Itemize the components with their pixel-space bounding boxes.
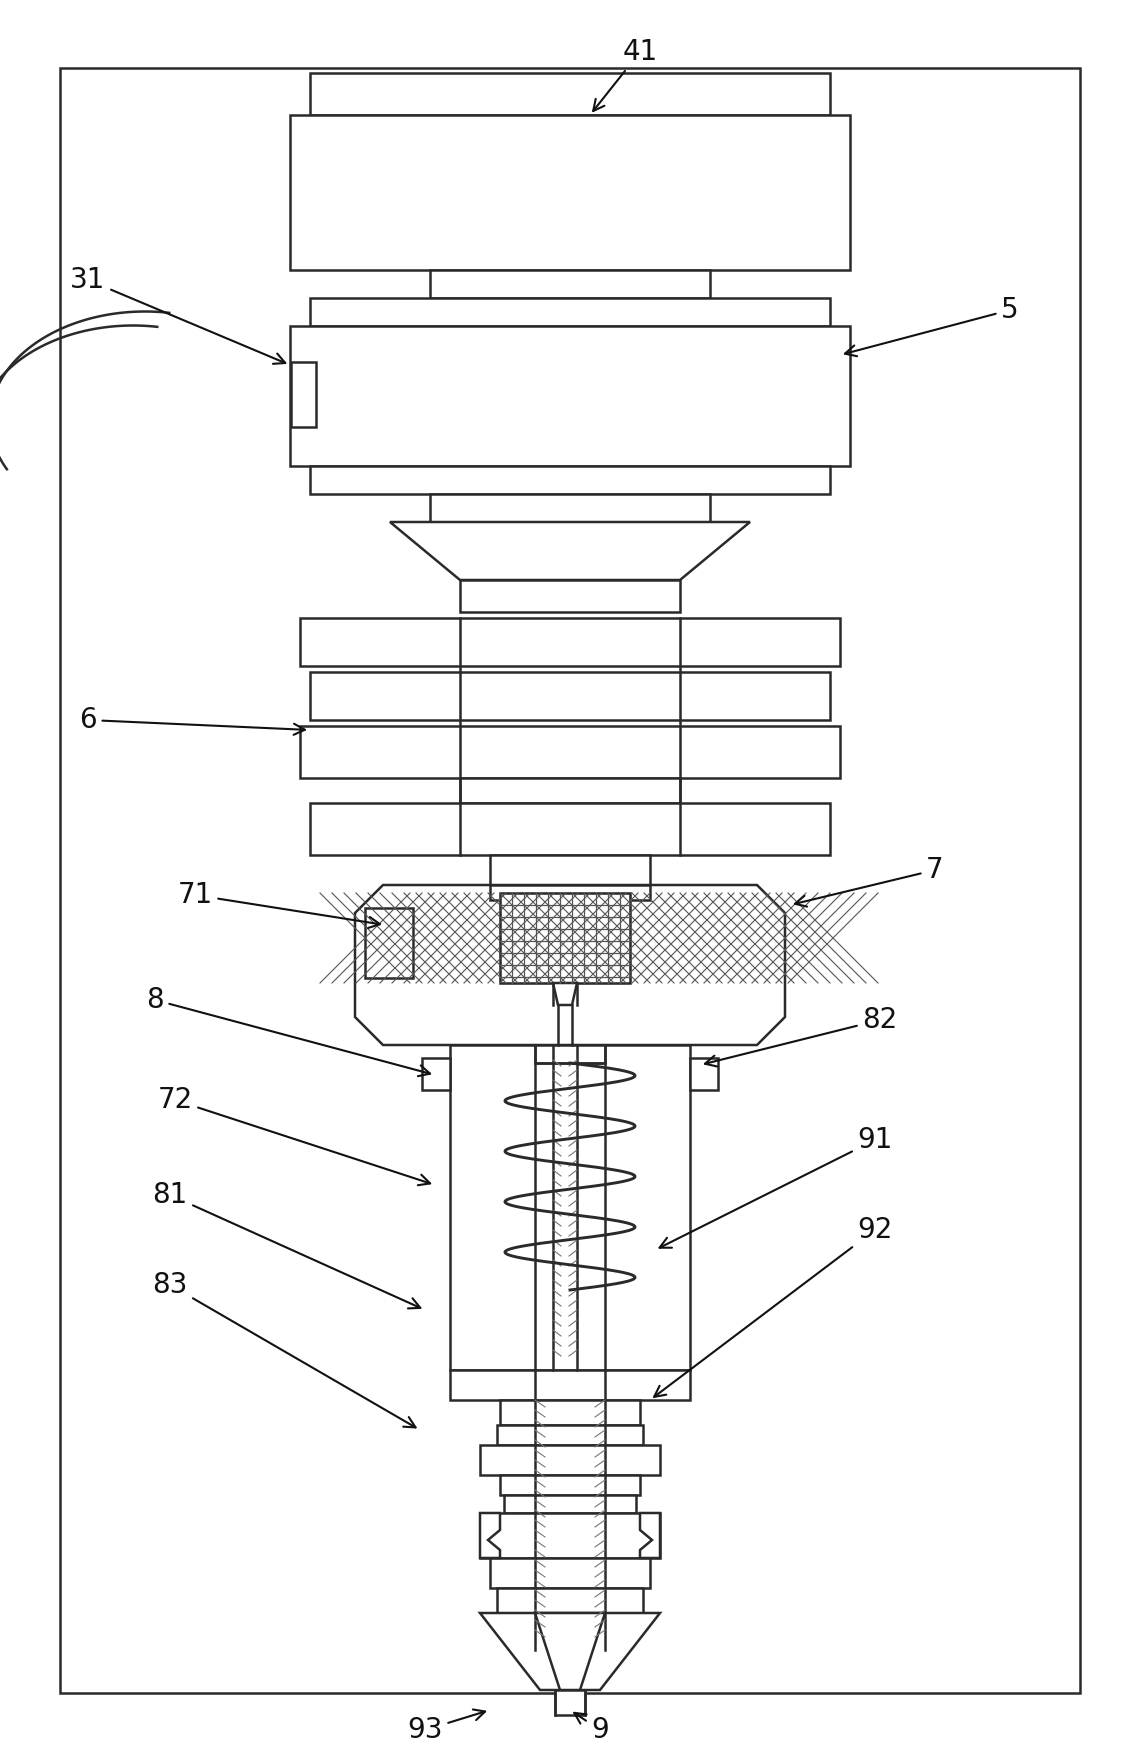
Bar xyxy=(450,1370,690,1400)
Bar xyxy=(480,1444,660,1476)
Bar xyxy=(480,1513,660,1558)
Bar xyxy=(461,777,679,804)
Bar xyxy=(310,804,830,855)
Bar xyxy=(490,855,650,885)
Bar xyxy=(500,1476,640,1495)
Text: 92: 92 xyxy=(654,1215,893,1397)
Polygon shape xyxy=(355,885,785,1045)
Text: 71: 71 xyxy=(178,881,380,929)
Bar xyxy=(310,297,830,325)
Bar xyxy=(500,894,630,983)
Text: 5: 5 xyxy=(845,296,1019,357)
Text: 8: 8 xyxy=(146,987,430,1077)
Text: 72: 72 xyxy=(157,1085,430,1186)
Bar xyxy=(310,74,830,114)
Bar xyxy=(60,69,1080,1692)
Bar xyxy=(555,1690,585,1715)
Polygon shape xyxy=(640,1513,660,1558)
Text: 41: 41 xyxy=(593,39,658,111)
Bar xyxy=(690,1057,718,1091)
Bar xyxy=(500,1400,640,1425)
Polygon shape xyxy=(490,885,650,901)
Text: 82: 82 xyxy=(705,1006,897,1066)
Text: 83: 83 xyxy=(153,1272,416,1428)
Bar xyxy=(291,362,316,427)
Bar xyxy=(504,1495,636,1513)
Bar xyxy=(290,325,850,466)
Bar xyxy=(499,982,632,983)
Text: 31: 31 xyxy=(71,266,285,364)
Bar xyxy=(310,466,830,494)
Polygon shape xyxy=(480,1513,500,1558)
Text: 6: 6 xyxy=(79,705,304,735)
Text: 91: 91 xyxy=(660,1126,893,1247)
Bar xyxy=(450,1045,690,1370)
Bar xyxy=(490,1558,650,1588)
Text: 7: 7 xyxy=(795,857,944,906)
Bar xyxy=(629,892,632,983)
Bar xyxy=(310,672,830,719)
Text: 93: 93 xyxy=(407,1710,486,1743)
Bar xyxy=(461,580,679,612)
Polygon shape xyxy=(553,983,577,1004)
Bar xyxy=(422,1057,450,1091)
Polygon shape xyxy=(535,1613,605,1690)
Bar xyxy=(365,908,413,978)
Bar xyxy=(499,892,632,894)
Text: 81: 81 xyxy=(153,1180,421,1309)
Bar xyxy=(430,494,710,522)
Bar xyxy=(497,1588,643,1613)
Bar xyxy=(300,617,840,667)
Polygon shape xyxy=(480,1613,660,1690)
Bar xyxy=(499,892,500,983)
Bar xyxy=(497,1425,643,1444)
Text: 9: 9 xyxy=(575,1713,609,1743)
Bar xyxy=(500,894,630,983)
Bar xyxy=(300,726,840,777)
Bar xyxy=(535,1045,605,1062)
Bar xyxy=(430,269,710,297)
Bar xyxy=(290,114,850,269)
Polygon shape xyxy=(390,522,750,580)
